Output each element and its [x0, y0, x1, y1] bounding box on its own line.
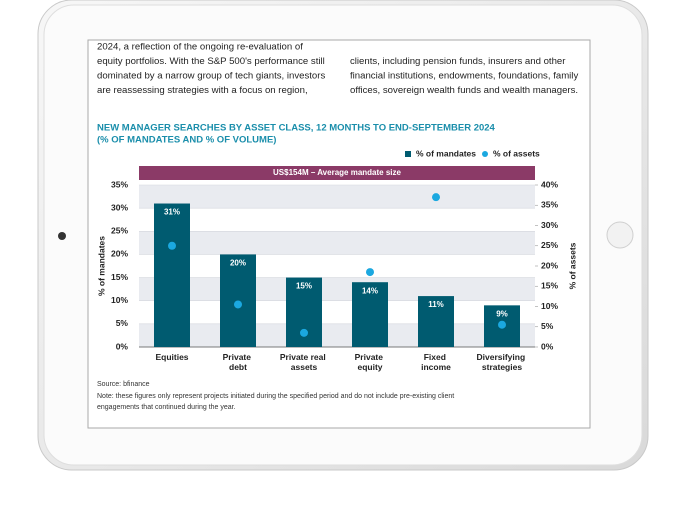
screen-content: 2024, a reflection of the ongoing re-eva…	[96, 42, 578, 411]
x-tick-label: Equities	[155, 352, 188, 362]
y-tick-label: 15%	[111, 272, 128, 282]
body-text-line: are reassessing strategies with a focus …	[97, 85, 308, 96]
banner	[139, 166, 535, 180]
y2-tick-label: 30%	[541, 220, 558, 230]
x-tick-label: Diversifying strategies	[476, 352, 527, 372]
y2-tick-label: 10%	[541, 301, 558, 311]
y-tick-label: 5%	[116, 318, 129, 328]
data-label: 11%	[428, 300, 444, 309]
chart-title: NEW MANAGER SEARCHES BY ASSET CLASS, 12 …	[97, 123, 496, 134]
body-text-line: financial institutions, endowments, foun…	[350, 71, 578, 82]
y-tick-label: 25%	[111, 226, 128, 236]
banner-text: US$154M – Average mandate size	[273, 168, 401, 177]
y-tick-label: 0%	[116, 341, 129, 351]
y-axis-label: % of mandates	[96, 236, 106, 296]
legend-label: % of mandates	[416, 148, 476, 158]
body-text-line: 2024, a reflection of the ongoing re-eva…	[97, 42, 303, 53]
data-label: 9%	[496, 309, 508, 318]
y-tick-label: 35%	[111, 179, 128, 189]
dot	[234, 300, 242, 309]
y2-tick-label: 40%	[541, 179, 558, 189]
y2-tick-label: 15%	[541, 281, 558, 291]
x-tick-label: Private equity	[355, 352, 386, 372]
grid-band	[139, 231, 535, 255]
data-label: 14%	[362, 286, 378, 295]
grid-band	[139, 185, 535, 209]
home-button[interactable]	[606, 221, 634, 249]
y-tick-label: 10%	[111, 295, 128, 305]
y2-tick-label: 35%	[541, 200, 558, 210]
bar	[352, 282, 388, 347]
data-label: 15%	[296, 282, 312, 291]
body-text-line: clients, including pension funds, insure…	[350, 56, 566, 67]
note: engagements that continued during the ye…	[97, 404, 236, 411]
dot	[498, 320, 506, 329]
legend-marker	[405, 151, 411, 157]
dot	[168, 241, 176, 250]
y2-tick-label: 0%	[541, 341, 554, 351]
body-text-line: offices, sovereign wealth funds and weal…	[350, 85, 578, 96]
data-label: 20%	[230, 259, 246, 268]
source: Source: bfinance	[97, 381, 150, 388]
bar	[418, 296, 454, 347]
dot	[432, 193, 440, 202]
note: Note: these figures only represent proje…	[97, 393, 454, 400]
y2-tick-label: 25%	[541, 240, 558, 250]
x-tick-label: Fixed income	[421, 352, 451, 372]
body-text-line: equity portfolios. With the S&P 500's pe…	[97, 56, 325, 67]
data-label: 31%	[164, 208, 180, 217]
legend-label: % of assets	[493, 148, 540, 158]
x-tick-label: Private real assets	[280, 352, 328, 372]
y-tick-label: 30%	[111, 202, 128, 212]
x-tick-label: Private debt	[223, 352, 254, 372]
body-text-line: dominated by a narrow group of tech gian…	[97, 71, 325, 82]
legend-marker	[482, 151, 488, 157]
chart-subtitle: (% OF MANDATES AND % OF VOLUME)	[97, 135, 276, 146]
y2-axis-label: % of assets	[567, 242, 577, 289]
bar	[154, 203, 190, 347]
dot	[300, 328, 308, 337]
y2-tick-label: 20%	[541, 260, 558, 270]
y-tick-label: 20%	[111, 249, 128, 259]
camera	[58, 232, 66, 240]
dot	[366, 268, 374, 277]
grid-band	[139, 277, 535, 301]
grid-band	[139, 323, 535, 347]
y2-tick-label: 5%	[541, 321, 554, 331]
